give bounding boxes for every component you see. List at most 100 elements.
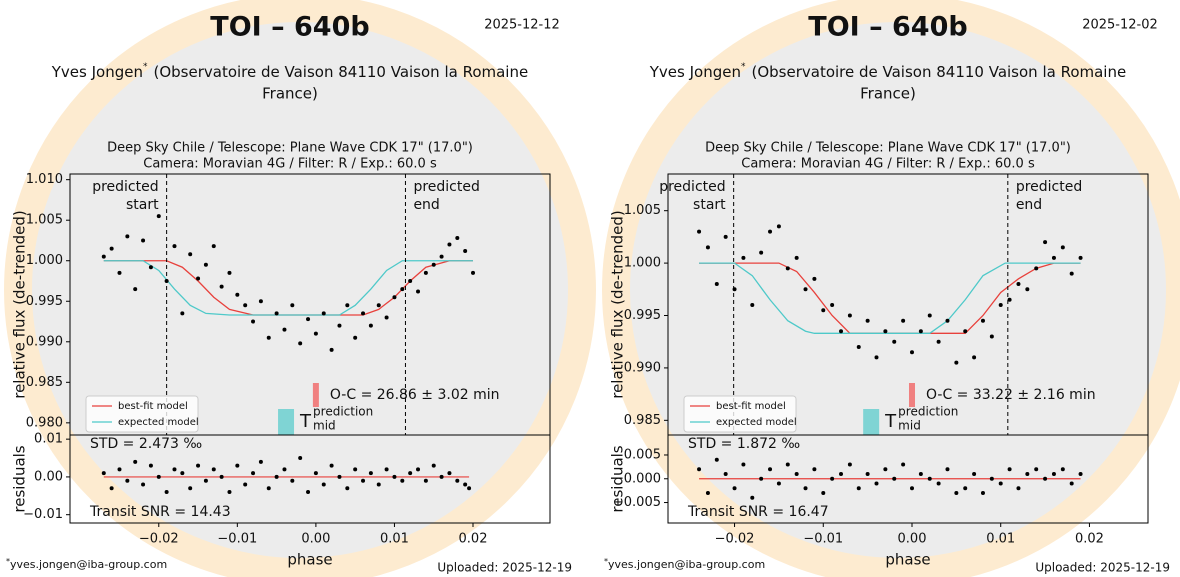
data-point <box>830 476 835 481</box>
observer-line: Yves Jongen* (Observatoire de Vaison 8411… <box>51 62 528 81</box>
data-point <box>1034 467 1039 472</box>
y-tick-label: 0.00 <box>34 469 63 484</box>
data-point <box>1069 481 1074 486</box>
data-point <box>1025 287 1030 292</box>
data-point <box>416 467 421 472</box>
data-point <box>892 339 897 344</box>
data-point <box>874 355 879 360</box>
tmid-label: T <box>299 411 312 432</box>
model-line <box>699 262 1081 334</box>
data-point <box>227 270 232 275</box>
panel-date: 2025-12-02 <box>1082 18 1158 33</box>
x-tick-label: 0.01 <box>380 532 409 547</box>
data-point <box>337 474 342 479</box>
data-point <box>909 486 914 491</box>
data-point <box>306 490 311 495</box>
data-point <box>1007 467 1012 472</box>
data-point <box>368 323 373 328</box>
predicted-end-label: predicted <box>413 179 479 195</box>
observer-name: Yves Jongen <box>51 63 143 81</box>
predicted-start-label: predicted <box>659 179 725 195</box>
data-point <box>235 292 240 297</box>
x-tick-label: 0.00 <box>301 532 330 547</box>
data-point <box>1043 240 1048 245</box>
data-point <box>408 471 413 476</box>
data-point <box>750 303 755 308</box>
y-tick-label: 1.010 <box>26 172 63 187</box>
data-point <box>794 472 799 477</box>
subtitle: Camera: Moravian 4G / Filter: R / Exp.: … <box>741 157 1035 172</box>
panel-date: 2025-12-12 <box>484 18 560 33</box>
data-point <box>125 478 130 483</box>
data-point <box>172 244 177 249</box>
x-tick-label: −0.01 <box>803 532 843 547</box>
data-point <box>384 467 389 472</box>
y-axis-label: relative flux (de-trended) <box>11 210 29 399</box>
axes-frame <box>69 434 551 524</box>
observer-name: Yves Jongen <box>649 63 741 81</box>
data-point <box>109 246 114 251</box>
data-point <box>901 318 906 323</box>
tmid-label: mid <box>898 419 921 433</box>
data-point <box>998 303 1003 308</box>
data-point <box>101 471 106 476</box>
oc-text: O-C = 33.22 ± 2.16 min <box>926 387 1096 403</box>
data-point <box>211 467 216 472</box>
data-point <box>954 360 959 365</box>
x-tick-label: −0.01 <box>217 532 257 547</box>
data-point <box>1069 271 1074 276</box>
data-point <box>188 486 193 491</box>
observed-mid-marker <box>908 383 915 407</box>
data-point <box>776 224 781 229</box>
snr-text: Transit SNR = 14.43 <box>89 504 231 520</box>
legend-label: expected model <box>716 417 797 428</box>
y-tick-label: 0.980 <box>26 415 63 430</box>
data-point <box>883 329 888 334</box>
data-point <box>306 317 311 322</box>
data-point <box>353 467 358 472</box>
tmid-label: T <box>884 411 897 432</box>
data-point <box>794 255 799 260</box>
data-point <box>812 276 817 281</box>
data-point <box>776 481 781 486</box>
data-point <box>998 481 1003 486</box>
data-point <box>945 467 950 472</box>
email-mark: * <box>6 557 10 566</box>
data-point <box>812 467 817 472</box>
data-point <box>101 254 106 259</box>
observatory: France) <box>262 85 318 103</box>
data-point <box>839 472 844 477</box>
data-point <box>203 478 208 483</box>
predicted-mid-marker <box>863 409 880 435</box>
data-point <box>741 255 746 260</box>
y-tick-label: 0.990 <box>26 334 63 349</box>
data-point <box>266 486 271 491</box>
y-tick-label: 0.005 <box>624 447 661 462</box>
data-point <box>768 229 773 234</box>
data-point <box>697 229 702 234</box>
data-point <box>1016 282 1021 287</box>
tmid-label: mid <box>313 419 336 433</box>
data-point <box>408 278 413 283</box>
data-point <box>392 474 397 479</box>
data-point <box>803 486 808 491</box>
uploaded: Uploaded: 2025-12-19 <box>437 561 572 575</box>
data-point <box>345 486 350 491</box>
data-point <box>847 462 852 467</box>
std-text: STD = 1.872 ‰ <box>688 436 800 452</box>
data-point <box>235 463 240 468</box>
data-point <box>785 266 790 271</box>
data-point <box>431 463 436 468</box>
data-point <box>219 284 224 289</box>
data-point <box>768 467 773 472</box>
y-axis-label: relative flux (de-trended) <box>609 210 627 399</box>
x-axis-label: phase <box>287 551 332 569</box>
data-point <box>927 313 932 318</box>
subtitle: Deep Sky Chile / Telescope: Plane Wave C… <box>107 141 473 156</box>
data-point <box>117 467 122 472</box>
data-point <box>785 462 790 467</box>
data-point <box>463 249 468 254</box>
x-tick-label: −0.02 <box>139 532 179 547</box>
data-point <box>392 295 397 300</box>
